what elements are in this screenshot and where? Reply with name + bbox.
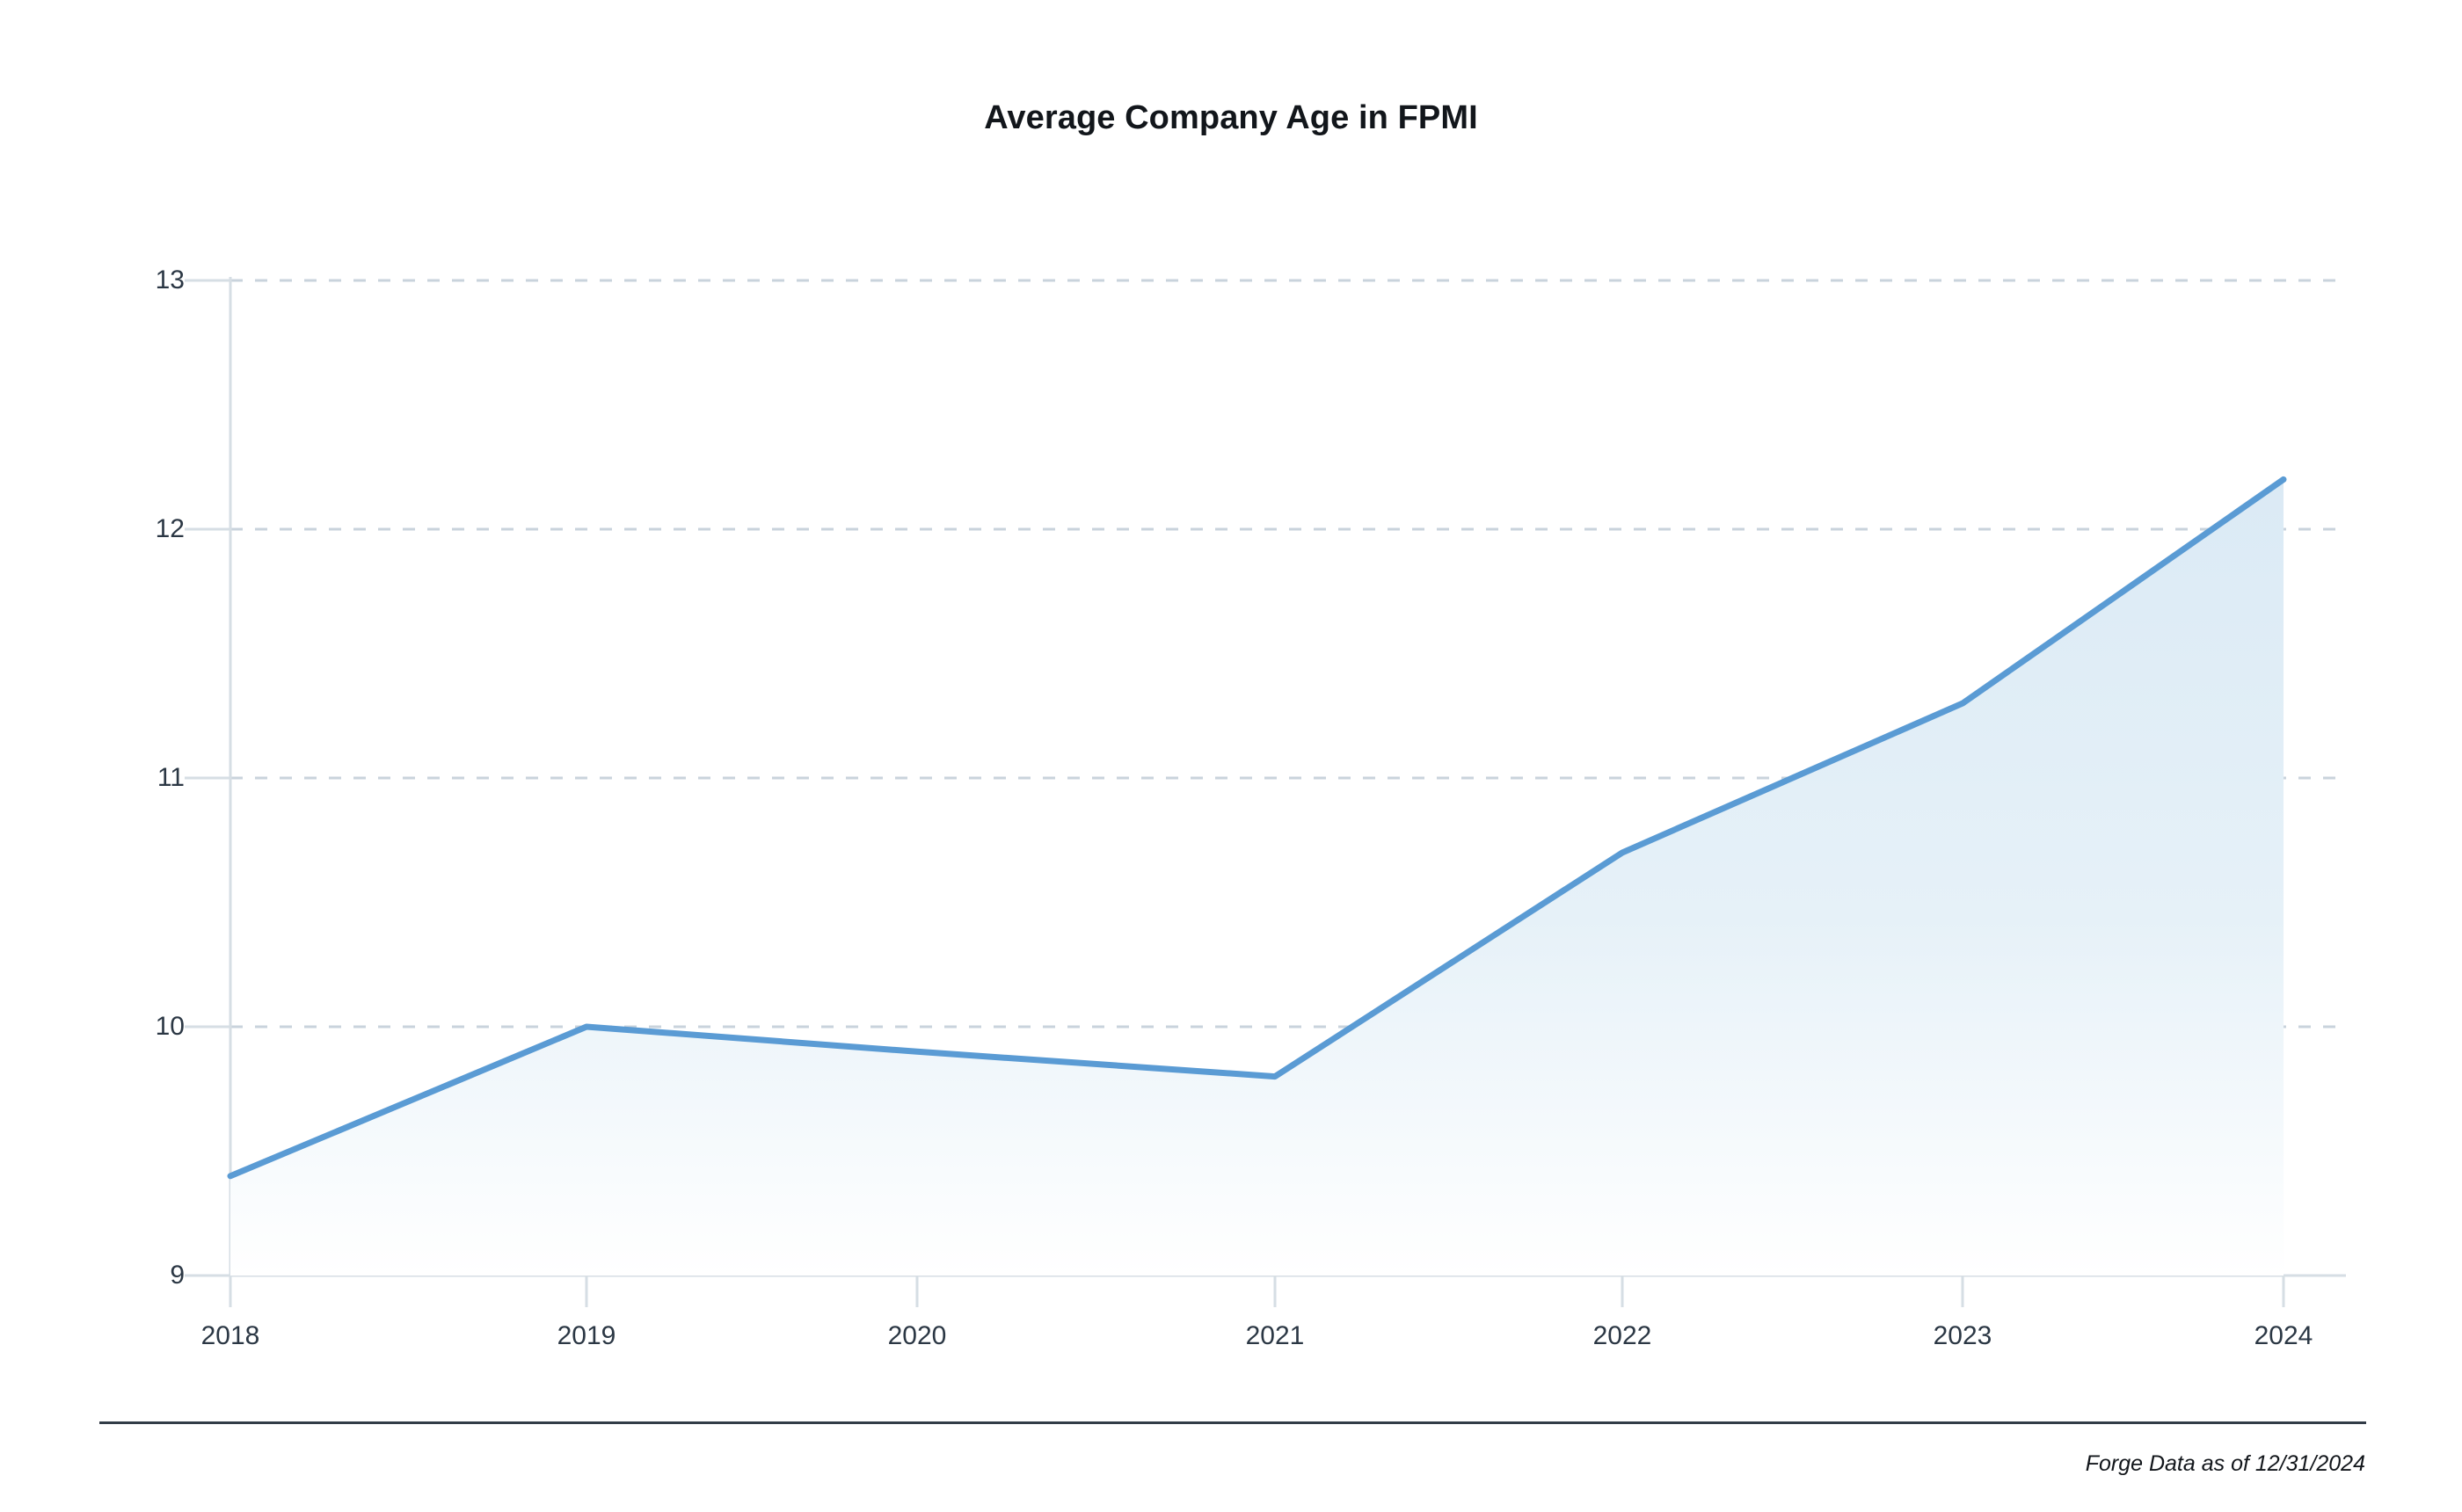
y-tick-label-12: 12	[155, 514, 185, 543]
x-tick-label-2022: 2022	[1592, 1321, 1652, 1350]
footer-divider	[99, 1421, 2366, 1424]
x-tick-label-2020: 2020	[887, 1321, 947, 1350]
footer-source-note: Forge Data as of 12/31/2024	[2085, 1451, 2365, 1476]
x-tick-label-2024: 2024	[2254, 1321, 2313, 1350]
series-area-fill	[230, 479, 2284, 1276]
y-tick-label-11: 11	[157, 763, 185, 792]
x-tick-label-2019: 2019	[557, 1321, 616, 1350]
y-tick-label-10: 10	[155, 1012, 185, 1041]
series-line[interactable]	[227, 476, 2287, 1180]
x-tick-label-2023: 2023	[1933, 1321, 1992, 1350]
chart-title: Average Company Age in FPMI	[984, 99, 1478, 136]
y-tick-label-9: 9	[170, 1261, 185, 1290]
x-tick-label-2018: 2018	[200, 1321, 260, 1350]
y-tick-label-13: 13	[155, 265, 185, 294]
x-tick-label-2021: 2021	[1245, 1321, 1305, 1350]
